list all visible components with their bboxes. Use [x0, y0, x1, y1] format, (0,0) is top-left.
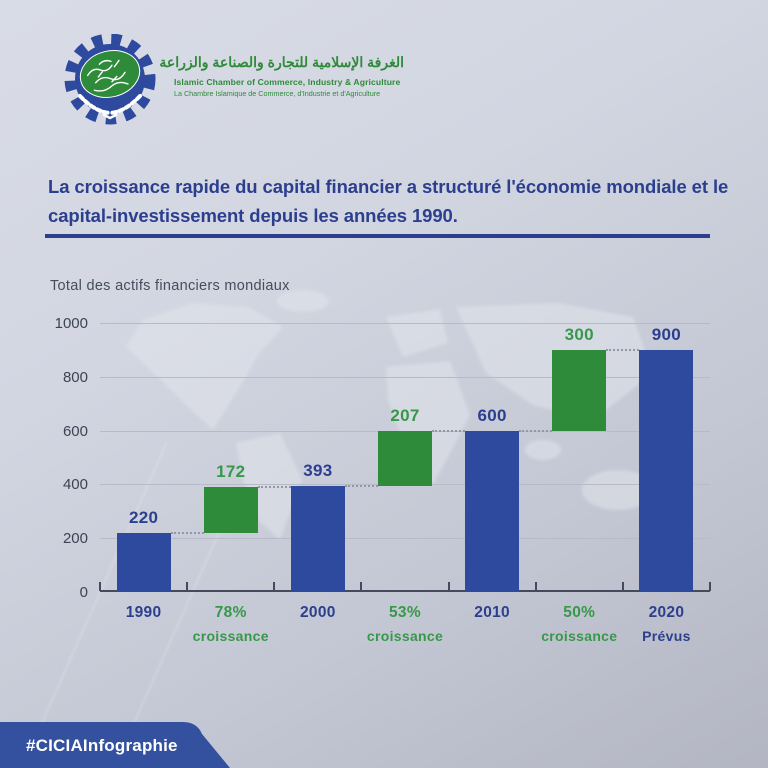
- footer-banner-shape: [0, 722, 230, 768]
- x-category-sublabel: croissance: [366, 628, 444, 644]
- x-category-label: 2010: [474, 604, 510, 621]
- bar-value-label: 393: [303, 461, 333, 481]
- x-category-label: 1990: [125, 604, 162, 621]
- y-tick-label: 400: [62, 476, 88, 494]
- hashtag-label: #CICIAInfographie: [26, 736, 178, 755]
- header: الغرفة الإسلامية للتجارة والصناعة والزرا…: [58, 34, 404, 126]
- chamber-logo-icon: [64, 34, 156, 125]
- bar-2020: [639, 349, 694, 592]
- gridline-200: [100, 538, 710, 540]
- bar-50pct: [552, 349, 607, 431]
- waterfall-connector: [519, 429, 553, 432]
- gridline-1000: [100, 323, 710, 324]
- y-tick-label: 800: [62, 368, 88, 386]
- x-tick-mark: [99, 582, 101, 591]
- waterfall-connector: [606, 348, 640, 351]
- bar-value-label: 207: [390, 405, 420, 425]
- y-tick-label: 0: [79, 584, 88, 601]
- brand-name-french: La Chambre Islamique de Commerce, d'Indu…: [174, 88, 381, 98]
- bar-value-label: 900: [651, 324, 682, 344]
- brand-name-english: Islamic Chamber of Commerce, Industry & …: [174, 76, 401, 87]
- bar-value-label: 220: [128, 507, 159, 527]
- brand-name-arabic: الغرفة الإسلامية للتجارة والصناعة والزرا…: [159, 54, 404, 70]
- bar-value-label: 300: [564, 324, 594, 344]
- waterfall-connector: [257, 485, 291, 488]
- x-tick-mark: [621, 582, 624, 591]
- x-tick-mark: [709, 582, 711, 591]
- y-tick-label: 200: [62, 530, 88, 548]
- x-category-label: 2000: [300, 604, 336, 621]
- bar-2000: [290, 486, 345, 592]
- bar-1990: [116, 532, 171, 592]
- x-category-sublabel: croissance: [541, 628, 618, 644]
- waterfall-connector: [170, 531, 204, 534]
- x-category-label: 53%: [389, 604, 421, 621]
- bar-78pct: [203, 486, 258, 533]
- x-tick-mark: [273, 582, 276, 591]
- x-category-label: 78%: [214, 604, 247, 621]
- y-tick-label: 1000: [54, 315, 88, 332]
- x-tick-mark: [534, 582, 537, 591]
- gridline-800: [100, 376, 710, 378]
- x-tick-mark: [360, 582, 363, 591]
- waterfall-connector: [344, 485, 378, 488]
- bar-2010: [465, 430, 520, 592]
- title-divider: [45, 234, 710, 238]
- bar-value-label: 600: [477, 405, 507, 425]
- chart-title: Total des actifs financiers mondiaux: [50, 278, 290, 294]
- waterfall-connector: [432, 429, 466, 432]
- x-category-sublabel: Prévus: [642, 628, 691, 644]
- x-category-sublabel: croissance: [192, 628, 269, 644]
- world-map-watermark: [126, 290, 654, 540]
- x-tick-mark: [447, 582, 450, 591]
- bar-53pct: [378, 430, 432, 487]
- brand-text: الغرفة الإسلامية للتجارة والصناعة والزرا…: [159, 34, 404, 98]
- x-category-label: 50%: [563, 604, 596, 621]
- page-title: La croissance rapide du capital financie…: [48, 176, 729, 227]
- x-tick-mark: [186, 582, 189, 591]
- y-tick-label: 600: [62, 422, 88, 440]
- bar-value-label: 172: [216, 461, 246, 481]
- x-category-label: 2020: [648, 604, 685, 621]
- footer-banner: #CICIAInfographie: [0, 722, 240, 768]
- plot-area: 0 200 400 600 800 1000 220 1990 172 78% croissance…: [55, 315, 711, 644]
